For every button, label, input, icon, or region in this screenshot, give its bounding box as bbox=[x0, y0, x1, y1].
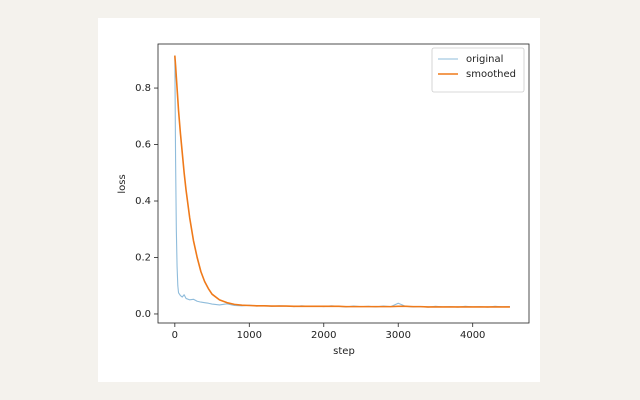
legend-label: original bbox=[466, 54, 503, 65]
y-tick-label: 0.0 bbox=[135, 309, 151, 320]
y-axis-label: loss bbox=[117, 174, 128, 193]
y-tick-label: 0.6 bbox=[135, 140, 151, 151]
y-tick-label: 0.4 bbox=[135, 196, 151, 207]
x-tick-label: 4000 bbox=[460, 330, 485, 341]
y-tick-label: 0.8 bbox=[135, 83, 151, 94]
line-series bbox=[174, 55, 510, 308]
legend-label: smoothed bbox=[466, 69, 516, 80]
x-tick-label: 0 bbox=[172, 330, 178, 341]
x-tick-label: 1000 bbox=[237, 330, 262, 341]
x-tick-label: 2000 bbox=[311, 330, 336, 341]
x-axis-label: step bbox=[333, 346, 355, 357]
x-tick-label: 3000 bbox=[386, 330, 411, 341]
axes-frame bbox=[157, 43, 530, 324]
y-tick-label: 0.2 bbox=[135, 252, 151, 263]
